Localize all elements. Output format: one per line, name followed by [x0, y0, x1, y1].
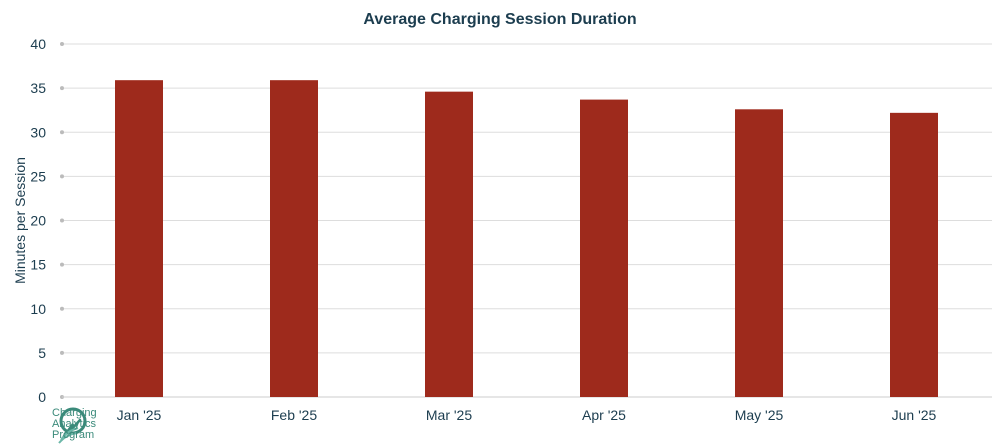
y-tick-mark — [60, 306, 64, 311]
bar — [425, 91, 473, 397]
bar — [270, 80, 318, 398]
chart-title: Average Charging Session Duration — [363, 11, 636, 28]
y-tick-label: 20 — [30, 213, 46, 229]
bar — [580, 99, 628, 397]
x-tick-label: May '25 — [735, 407, 784, 423]
logo-text: Charging Analytics Program — [52, 408, 97, 441]
y-tick-mark — [60, 86, 64, 91]
x-tick-label: Jan '25 — [117, 407, 162, 423]
y-tick-label: 10 — [30, 301, 46, 317]
y-tick-mark — [60, 350, 64, 355]
charging-bolt-leaf-icon — [58, 407, 87, 444]
y-tick-label: 25 — [30, 168, 46, 184]
y-tick-mark — [60, 130, 64, 135]
y-tick-mark — [60, 174, 64, 179]
bar — [735, 109, 783, 398]
y-tick-label: 35 — [30, 80, 46, 96]
bar — [890, 112, 938, 398]
logo-line-1: Charging — [52, 407, 97, 419]
y-tick-label: 5 — [38, 345, 46, 361]
y-tick-label: 40 — [30, 36, 46, 52]
y-tick-mark — [60, 218, 64, 223]
y-axis-label: Minutes per Session — [12, 157, 28, 284]
y-tick-label: 0 — [38, 389, 46, 405]
y-tick-mark — [60, 262, 64, 267]
y-tick-label: 30 — [30, 124, 46, 140]
x-tick-label: Feb '25 — [271, 407, 317, 423]
x-tick-label: Mar '25 — [426, 407, 472, 423]
x-tick-label: Jun '25 — [892, 407, 937, 423]
x-tick-label: Apr '25 — [582, 407, 626, 423]
y-tick-label: 15 — [30, 257, 46, 273]
logo-line-2: Analytics — [52, 418, 97, 430]
bar — [115, 80, 163, 398]
logo-line-3: Program — [52, 429, 95, 441]
y-tick-mark — [60, 42, 64, 46]
